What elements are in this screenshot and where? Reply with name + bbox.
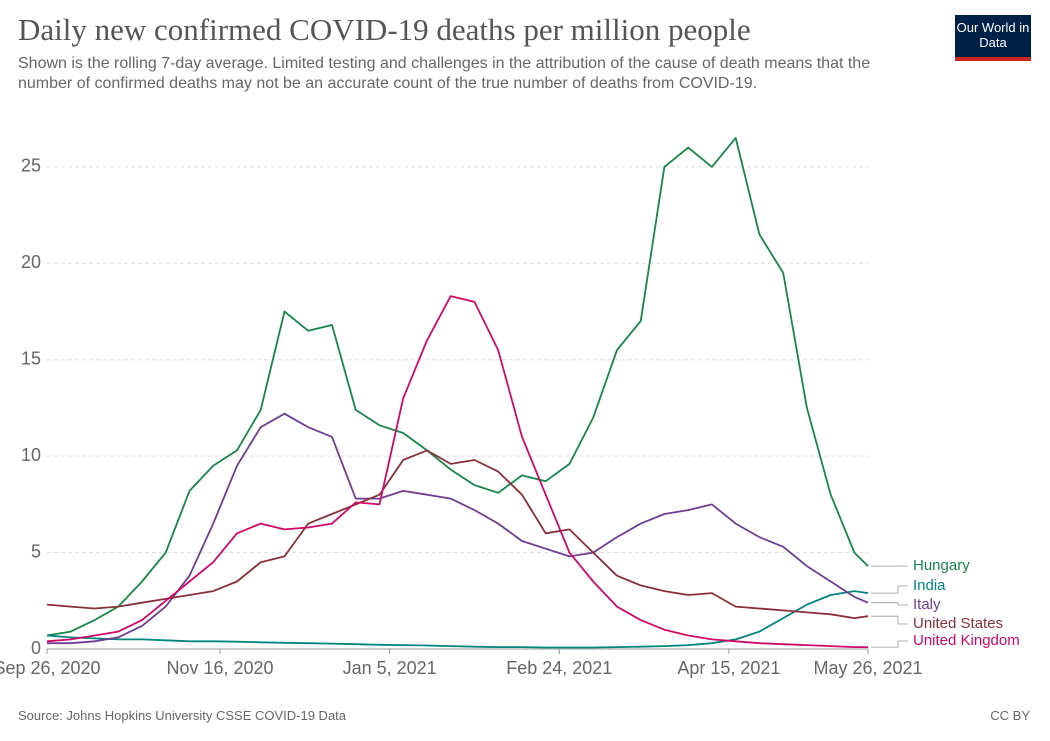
series-line xyxy=(46,590,869,649)
chart-subtitle: Shown is the rolling 7-day average. Limi… xyxy=(18,55,871,92)
x-tick-label: Feb 24, 2021 xyxy=(506,658,612,678)
series-line xyxy=(47,412,869,645)
legend-connector xyxy=(871,585,908,594)
x-tick-label: Nov 16, 2020 xyxy=(166,658,273,678)
logo[interactable]: Our World in Data xyxy=(955,15,1031,61)
x-tick-label: Jan 5, 2021 xyxy=(343,658,437,678)
legend-label: Italy xyxy=(913,596,941,613)
chart: 0 5 10 15 20 25 Sep 26, 2020 Nov 16, 2020 Jan 5,… xyxy=(0,137,1020,678)
series-line xyxy=(46,295,868,648)
series-line xyxy=(46,137,869,637)
source-note: Source: Johns Hopkins University CSSE CO… xyxy=(18,708,347,723)
series-line xyxy=(46,449,869,619)
legend-label: Hungary xyxy=(913,557,970,574)
y-tick-label: 15 xyxy=(21,348,41,368)
chart-title: Daily new confirmed COVID-19 deaths per … xyxy=(18,12,751,47)
x-tick-label: Apr 15, 2021 xyxy=(677,658,780,678)
legend-label: United States xyxy=(913,615,1003,632)
legend-connector xyxy=(871,602,908,606)
y-tick-label: 5 xyxy=(31,541,41,561)
y-tick-label: 25 xyxy=(21,156,41,176)
legend-connector xyxy=(871,640,908,648)
y-tick-label: 0 xyxy=(31,638,41,658)
y-tick-label: 20 xyxy=(21,252,41,272)
legend-label: India xyxy=(913,577,946,594)
x-tick-label: Sep 26, 2020 xyxy=(0,658,101,678)
x-tick-label: May 26, 2021 xyxy=(813,658,922,678)
y-tick-label: 10 xyxy=(21,445,41,465)
legend-connector xyxy=(871,615,908,625)
license[interactable]: CC BY xyxy=(990,708,1030,723)
legend-label: United Kingdom xyxy=(913,632,1020,649)
